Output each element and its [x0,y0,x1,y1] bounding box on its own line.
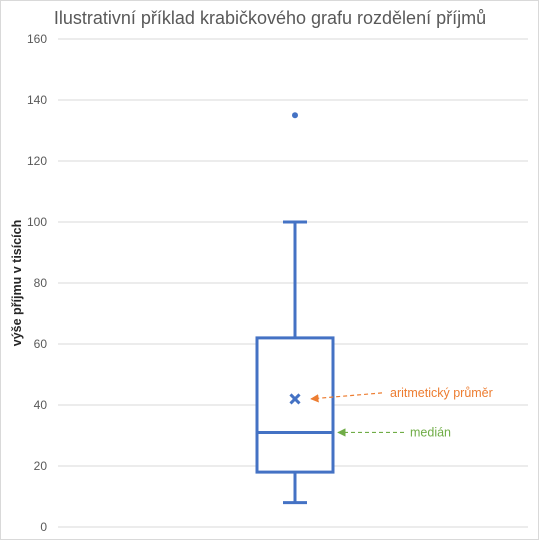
annotation-label-median: medián [410,425,451,439]
annotation-label-mean: aritmetický průměr [390,386,493,400]
mean-marker [289,393,301,405]
annotation-arrow-mean [310,392,383,403]
y-tick-label-80: 80 [34,276,48,290]
y-tick-label-100: 100 [27,215,47,229]
y-tick-label-0: 0 [40,520,47,534]
y-tick-label-40: 40 [34,398,48,412]
y-tick-label-60: 60 [34,337,48,351]
iqr-box [255,336,335,474]
y-tick-label-120: 120 [27,154,47,168]
y-tick-label-140: 140 [27,93,47,107]
y-tick-label-160: 160 [27,32,47,46]
outlier-point-0 [292,112,298,119]
y-axis-label: výše příjmu v tisících [10,220,24,346]
mean-marker-stroke-2 [289,393,301,405]
y-tick-label-20: 20 [34,459,48,473]
chart-title: Ilustrativní příklad krabičkového grafu … [53,8,487,28]
